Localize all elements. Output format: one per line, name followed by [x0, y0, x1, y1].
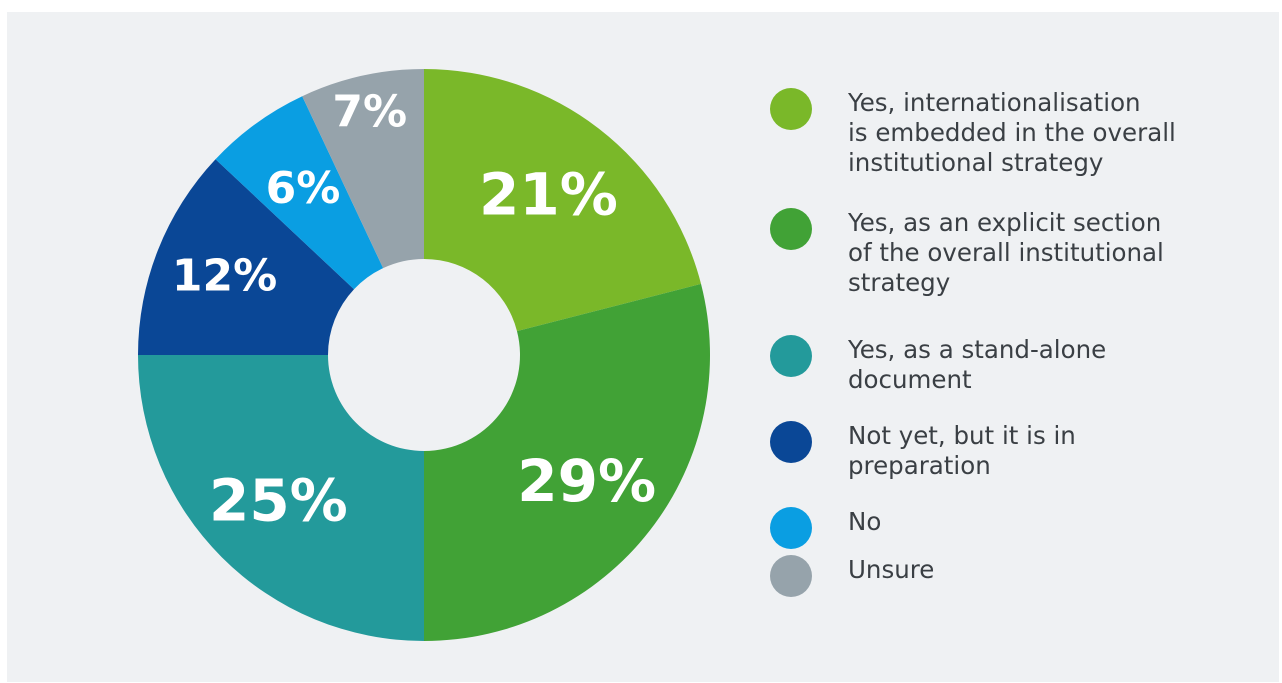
legend-item-in-preparation: Not yet, but it is in preparation: [770, 421, 1248, 481]
legend-item-explicit-section: Yes, as an explicit section of the overa…: [770, 208, 1248, 298]
legend-swatch-in-preparation: [770, 421, 812, 463]
legend-item-no: No: [770, 507, 1248, 549]
donut-chart: 21% 29% 25% 12% 6% 7%: [138, 69, 710, 641]
slice-label-stand-alone: 25%: [209, 467, 348, 535]
legend-swatch-stand-alone: [770, 335, 812, 377]
slice-stand-alone: [138, 355, 424, 641]
slice-label-in-preparation: 12%: [172, 251, 277, 302]
legend-swatch-unsure: [770, 555, 812, 597]
legend-swatch-explicit-section: [770, 208, 812, 250]
legend-label-in-preparation: Not yet, but it is in preparation: [848, 421, 1076, 480]
slice-label-no: 6%: [266, 163, 341, 214]
slice-explicit-section: [424, 283, 710, 641]
slice-label-unsure: 7%: [332, 87, 407, 138]
legend: Yes, internationalisation is embedded in…: [770, 0, 1270, 683]
slice-label-embedded: 21%: [479, 161, 618, 229]
slice-no: [215, 96, 384, 290]
legend-swatch-no: [770, 507, 812, 549]
slice-in-preparation: [138, 159, 355, 355]
legend-label-explicit-section: Yes, as an explicit section of the overa…: [848, 208, 1164, 297]
slice-unsure: [302, 69, 424, 269]
legend-label-no: No: [848, 507, 882, 536]
legend-label-stand-alone: Yes, as a stand-alone document: [848, 335, 1107, 394]
legend-item-embedded: Yes, internationalisation is embedded in…: [770, 88, 1248, 178]
legend-item-unsure: Unsure: [770, 555, 1248, 597]
legend-item-stand-alone: Yes, as a stand-alone document: [770, 335, 1248, 395]
legend-label-embedded: Yes, internationalisation is embedded in…: [848, 88, 1176, 177]
legend-label-unsure: Unsure: [848, 555, 935, 584]
slice-embedded: [424, 69, 702, 332]
legend-swatch-embedded: [770, 88, 812, 130]
slice-label-explicit-section: 29%: [517, 447, 656, 515]
